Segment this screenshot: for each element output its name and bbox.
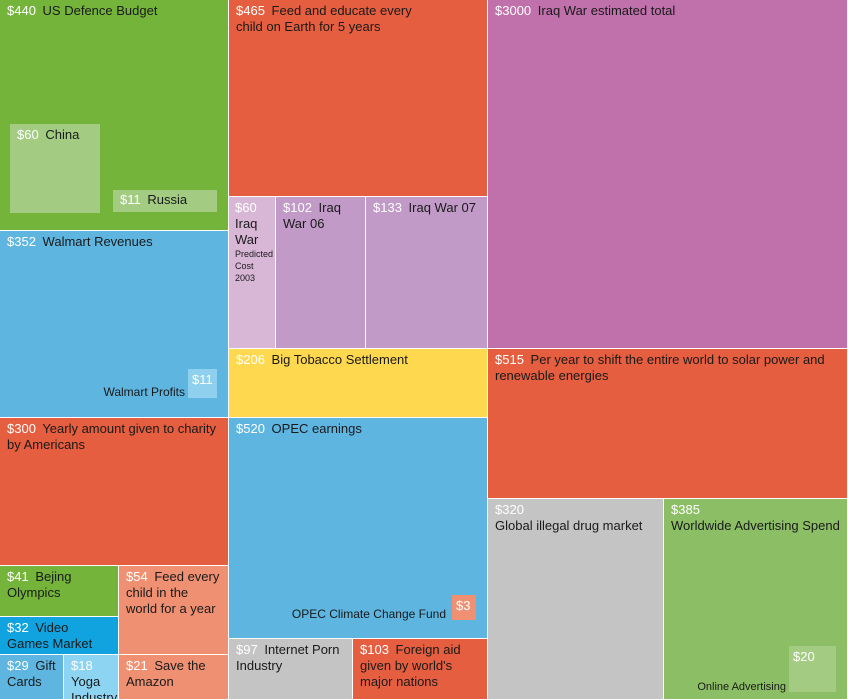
value-label: $300 bbox=[7, 421, 36, 436]
category-label: OPEC Climate Change Fund bbox=[291, 607, 446, 621]
category-label: Yoga Industry bbox=[71, 674, 118, 700]
value-label: $385 bbox=[671, 502, 700, 517]
value-label: $3 bbox=[456, 598, 471, 613]
value-label: $18 bbox=[71, 658, 93, 673]
treemap-cell-russia: $11 Russia bbox=[113, 190, 217, 212]
treemap-cell-iraq-war-estimated-total: $3000 Iraq War estimated total bbox=[488, 0, 848, 349]
value-label: $320 bbox=[495, 502, 524, 517]
treemap-cell-iraq-war-07: $133 Iraq War 07 bbox=[366, 197, 488, 349]
value-label: $97 bbox=[236, 642, 258, 657]
treemap-cell-opec-earnings: $520 OPEC earnings bbox=[229, 418, 488, 639]
treemap-cell-opec-climate-change-fund: $3 bbox=[452, 595, 476, 620]
value-label: $11 bbox=[192, 372, 213, 387]
category-label: Gift Cards bbox=[7, 658, 56, 689]
category-label: Big Tobacco Settlement bbox=[271, 352, 408, 367]
value-label: $3000 bbox=[495, 3, 532, 18]
value-label: $20 bbox=[793, 649, 815, 664]
value-label: $32 bbox=[7, 620, 29, 635]
treemap-cell-global-illegal-drug-market: $320 Global illegal drug market bbox=[488, 499, 664, 700]
treemap-cell-foreign-aid-given-by-world-s-major-nations: $103 Foreign aid given by world's major … bbox=[353, 639, 488, 700]
value-label: $60 bbox=[17, 127, 39, 142]
value-label: $520 bbox=[236, 421, 265, 436]
value-label: $29 bbox=[7, 658, 29, 673]
treemap-cell-save-the-amazon: $21 Save the Amazon bbox=[119, 655, 229, 700]
category-label: Global illegal drug market bbox=[495, 518, 643, 533]
category-label: Worldwide Advertising Spend bbox=[671, 518, 840, 533]
value-label: $41 bbox=[7, 569, 29, 584]
value-label: $103 bbox=[360, 642, 389, 657]
treemap-cell-gift-cards: $29 Gift Cards bbox=[0, 655, 64, 700]
value-label: $515 bbox=[495, 352, 524, 367]
treemap-cell-iraq-war-06: $102 Iraq War 06 bbox=[276, 197, 366, 349]
category-label: OPEC earnings bbox=[271, 421, 362, 436]
category-label: Iraq War 07 bbox=[408, 200, 476, 215]
treemap-cell-online-advertising: $20 bbox=[789, 646, 836, 692]
treemap-cell-internet-porn-industry: $97 Internet Porn Industry bbox=[229, 639, 353, 700]
treemap-cell-feed-every-child-in-the-world-for-a-year: $54 Feed every child in the world for a … bbox=[119, 566, 229, 655]
value-label: $102 bbox=[283, 200, 312, 215]
category-label: Online Advertising bbox=[697, 681, 786, 693]
treemap-cell-yoga-industry: $18 Yoga Industry bbox=[64, 655, 119, 700]
value-label: $206 bbox=[236, 352, 265, 367]
treemap-cell-yearly-amount-given-to-charity-by-americans: $300 Yearly amount given to charity by A… bbox=[0, 418, 229, 566]
category-label: Russia bbox=[147, 192, 188, 207]
category-label: Yearly amount given to charity by Americ… bbox=[7, 421, 216, 452]
category-label: Walmart Profits bbox=[103, 385, 185, 399]
category-label: Iraq War estimated total bbox=[537, 3, 676, 18]
category-label: Feed and educate every child on Earth fo… bbox=[236, 3, 412, 34]
treemap-cell-bejing-olympics: $41 Bejing Olympics bbox=[0, 566, 119, 617]
value-label: $21 bbox=[126, 658, 148, 673]
value-label: $465 bbox=[236, 3, 265, 18]
value-label: $11 bbox=[120, 192, 141, 207]
category-label: Video Games Market bbox=[7, 620, 93, 651]
category-label: Foreign aid given by world's major natio… bbox=[360, 642, 461, 689]
treemap-cell-big-tobacco-settlement: $206 Big Tobacco Settlement bbox=[229, 349, 488, 418]
treemap-cell-video-games-market: $32 Video Games Market bbox=[0, 617, 119, 655]
category-note: Predicted Cost 2003 bbox=[235, 249, 274, 283]
category-label: China bbox=[45, 127, 80, 142]
treemap-cell-per-year-to-shift-the-entire-world-to-solar-power-and-renewable-energies: $515 Per year to shift the entire world … bbox=[488, 349, 848, 499]
category-label: Iraq War bbox=[235, 216, 259, 247]
category-label: US Defence Budget bbox=[42, 3, 158, 18]
value-label: $60 bbox=[235, 200, 257, 215]
value-label: $440 bbox=[7, 3, 36, 18]
value-label: $352 bbox=[7, 234, 36, 249]
treemap-cell-feed-and-educate-every-child-on-earth-for-5-years: $465 Feed and educate every child on Ear… bbox=[229, 0, 488, 197]
category-label: Per year to shift the entire world to so… bbox=[495, 352, 825, 383]
category-label: Internet Porn Industry bbox=[236, 642, 340, 673]
treemap-cell-china: $60 China bbox=[10, 124, 100, 213]
treemap-cell-iraq-war: $60 Iraq War Predicted Cost 2003 bbox=[229, 197, 276, 349]
treemap-cell-walmart-profits: $11 bbox=[188, 369, 217, 398]
value-label: $133 bbox=[373, 200, 402, 215]
category-label: Bejing Olympics bbox=[7, 569, 72, 600]
value-label: $54 bbox=[126, 569, 148, 584]
category-label: Save the Amazon bbox=[126, 658, 206, 689]
category-label: Iraq War 06 bbox=[283, 200, 341, 231]
category-label: Feed every child in the world for a year bbox=[126, 569, 220, 616]
category-label: Walmart Revenues bbox=[42, 234, 153, 249]
